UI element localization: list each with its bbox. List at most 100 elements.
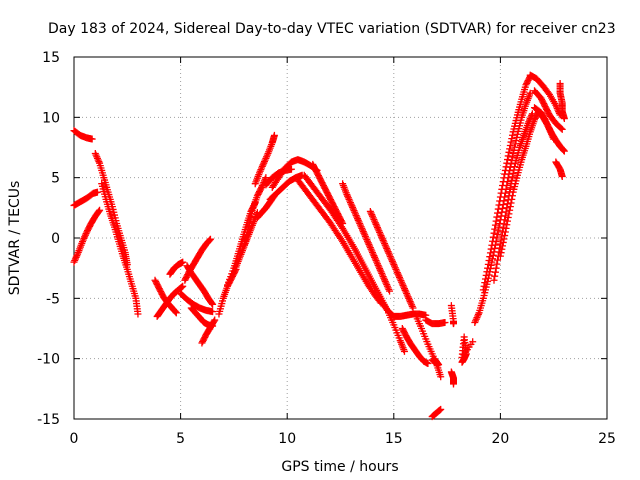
data-point-marker bbox=[481, 275, 489, 283]
series-track-ae bbox=[422, 316, 449, 328]
data-point-marker bbox=[381, 276, 389, 284]
data-point-marker bbox=[386, 287, 394, 295]
data-point-marker bbox=[480, 282, 488, 290]
data-point-marker bbox=[546, 127, 554, 135]
data-point-marker bbox=[397, 277, 405, 285]
data-point-marker bbox=[504, 217, 512, 225]
data-point-marker bbox=[363, 236, 371, 244]
chart-title: Day 183 of 2024, Sidereal Day-to-day VTE… bbox=[48, 21, 616, 37]
data-point-marker bbox=[378, 233, 386, 241]
data-point-marker bbox=[494, 256, 502, 264]
data-point-marker bbox=[209, 300, 217, 308]
data-point-marker bbox=[508, 131, 516, 139]
data-point-marker bbox=[494, 227, 502, 235]
data-point-marker bbox=[243, 231, 251, 239]
data-point-marker bbox=[498, 185, 506, 193]
data-point-marker bbox=[506, 206, 514, 214]
data-point-marker bbox=[484, 264, 492, 272]
data-point-marker bbox=[499, 238, 507, 246]
data-point-marker bbox=[258, 164, 266, 172]
data-point-marker bbox=[508, 173, 516, 181]
data-point-marker bbox=[368, 212, 376, 220]
data-point-marker bbox=[403, 291, 411, 299]
data-point-marker bbox=[247, 213, 255, 221]
data-point-marker bbox=[246, 216, 254, 224]
data-point-marker bbox=[371, 255, 379, 263]
y-tick-label: 15 bbox=[42, 50, 60, 66]
data-point-marker bbox=[481, 279, 489, 287]
data-point-marker bbox=[385, 249, 393, 257]
data-point-marker bbox=[398, 280, 406, 288]
data-point-marker bbox=[368, 211, 376, 219]
data-point-marker bbox=[403, 290, 411, 298]
data-point-marker bbox=[489, 233, 497, 241]
data-point-marker bbox=[396, 275, 404, 283]
series-track-j bbox=[177, 290, 217, 316]
data-point-marker bbox=[399, 281, 407, 289]
data-point-marker bbox=[368, 247, 376, 255]
data-point-marker bbox=[95, 207, 103, 215]
data-point-marker bbox=[91, 150, 99, 158]
data-point-marker bbox=[371, 253, 379, 261]
data-point-marker bbox=[270, 131, 278, 139]
series-track-m bbox=[198, 316, 219, 347]
data-point-marker bbox=[405, 296, 413, 304]
data-point-marker bbox=[241, 237, 249, 245]
data-point-marker bbox=[256, 167, 264, 175]
data-point-marker bbox=[74, 250, 82, 258]
data-point-marker bbox=[354, 215, 362, 223]
data-point-marker bbox=[386, 253, 394, 261]
data-point-marker bbox=[70, 258, 78, 266]
data-point-marker bbox=[500, 174, 508, 182]
data-point-marker bbox=[348, 202, 356, 210]
data-point-marker bbox=[400, 283, 408, 291]
data-point-marker bbox=[497, 189, 505, 197]
data-point-marker bbox=[367, 245, 375, 253]
data-point-marker bbox=[507, 138, 515, 146]
data-point-marker bbox=[350, 207, 358, 215]
data-point-marker bbox=[441, 318, 449, 326]
series-track-i bbox=[181, 235, 214, 284]
data-point-marker bbox=[379, 236, 387, 244]
data-point-marker bbox=[549, 133, 557, 141]
data-point-marker bbox=[406, 298, 414, 306]
data-point-marker bbox=[408, 302, 416, 310]
data-point-marker bbox=[484, 260, 492, 268]
data-point-marker bbox=[491, 225, 499, 233]
x-tick-label: 15 bbox=[385, 431, 403, 447]
data-point-marker bbox=[395, 272, 403, 280]
data-point-marker bbox=[258, 182, 266, 190]
series-track-s bbox=[251, 131, 278, 188]
data-point-marker bbox=[489, 237, 497, 245]
data-point-marker bbox=[246, 219, 254, 227]
data-point-marker bbox=[506, 184, 514, 192]
data-point-marker bbox=[366, 244, 374, 252]
data-point-marker bbox=[344, 192, 352, 200]
data-point-marker bbox=[376, 266, 384, 274]
data-point-marker bbox=[508, 135, 516, 143]
y-tick-label: -15 bbox=[37, 412, 60, 428]
data-point-marker bbox=[383, 281, 391, 289]
data-point-marker bbox=[358, 224, 366, 232]
data-point-marker bbox=[338, 218, 346, 226]
data-point-marker bbox=[471, 318, 479, 326]
data-point-marker bbox=[479, 286, 487, 294]
series-track-af bbox=[428, 356, 445, 381]
x-tick-label: 20 bbox=[491, 431, 509, 447]
data-point-marker bbox=[405, 294, 413, 302]
data-point-marker bbox=[287, 165, 295, 173]
data-point-marker bbox=[357, 223, 365, 231]
data-point-marker bbox=[382, 279, 390, 287]
series-track-a bbox=[70, 127, 96, 143]
series-track-c bbox=[70, 188, 101, 209]
data-point-marker bbox=[205, 237, 213, 245]
data-point-marker bbox=[353, 213, 361, 221]
data-point-marker bbox=[345, 195, 353, 203]
data-point-marker bbox=[71, 255, 79, 263]
data-point-marker bbox=[560, 146, 568, 154]
data-point-marker bbox=[263, 153, 271, 161]
data-point-marker bbox=[369, 214, 377, 222]
data-point-marker bbox=[508, 192, 516, 200]
series-track-ap bbox=[531, 87, 566, 133]
data-point-marker bbox=[347, 200, 355, 208]
